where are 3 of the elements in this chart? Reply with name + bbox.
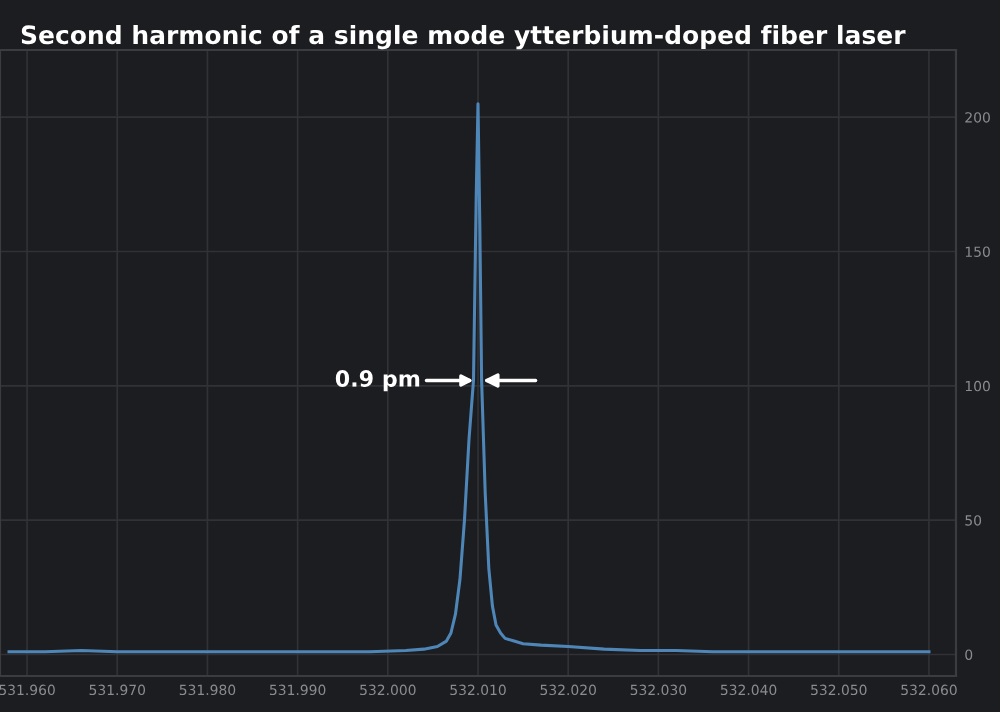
- annotation: 0.9 pm: [335, 370, 420, 392]
- line-series: [7, 102, 931, 654]
- chart-title: Second harmonic of a single mode ytterbium-doped fiber laser: [21, 24, 906, 50]
